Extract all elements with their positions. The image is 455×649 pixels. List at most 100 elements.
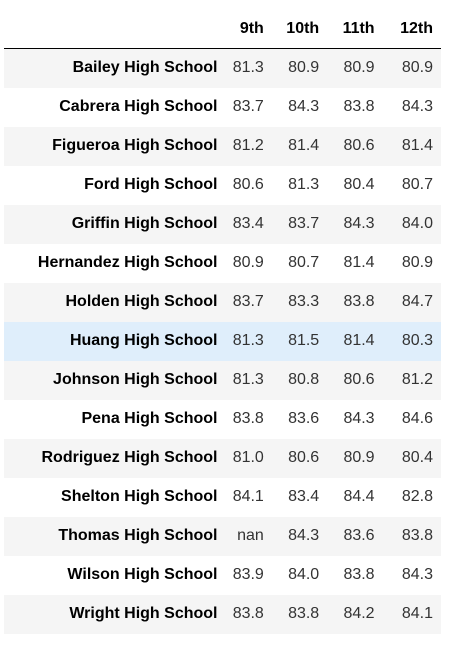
table-cell: 83.3 bbox=[288, 293, 320, 310]
header-row: 9th 10th 11th 12th bbox=[4, 10, 441, 49]
table-cell: nan bbox=[237, 527, 264, 544]
table-cell: 82.8 bbox=[401, 488, 433, 505]
table-cell: 83.8 bbox=[401, 527, 433, 544]
row-index-label: Wright High School bbox=[69, 605, 218, 622]
table-row: Rodriguez High School 81.0 80.6 80.9 80.4 bbox=[4, 438, 441, 478]
table-cell: 80.9 bbox=[232, 254, 264, 271]
table-cell: 83.7 bbox=[288, 215, 320, 232]
table-cell: 83.8 bbox=[343, 566, 375, 583]
table-cell: 83.7 bbox=[232, 293, 264, 310]
table-cell: 80.8 bbox=[288, 371, 320, 388]
table-row: Hernandez High School 80.9 80.7 81.4 80.9 bbox=[4, 243, 441, 283]
table-row: Pena High School 83.8 83.6 84.3 84.6 bbox=[4, 399, 441, 439]
table-cell: 84.3 bbox=[288, 98, 320, 115]
table-cell: 84.3 bbox=[343, 410, 375, 427]
table-cell: 80.6 bbox=[343, 137, 375, 154]
table-cell: 84.6 bbox=[401, 410, 433, 427]
table-cell: 81.4 bbox=[288, 137, 320, 154]
table-cell: 80.6 bbox=[232, 176, 264, 193]
table-cell: 84.0 bbox=[288, 566, 320, 583]
table-row: Shelton High School 84.1 83.4 84.4 82.8 bbox=[4, 477, 441, 517]
table-cell: 83.8 bbox=[343, 293, 375, 310]
table-cell: 83.4 bbox=[288, 488, 320, 505]
column-header: 11th bbox=[327, 10, 383, 49]
row-index-label: Thomas High School bbox=[58, 527, 218, 544]
table-row: Ford High School 80.6 81.3 80.4 80.7 bbox=[4, 165, 441, 205]
row-index-label: Pena High School bbox=[81, 410, 218, 427]
row-index-label: Rodriguez High School bbox=[41, 449, 218, 466]
table-cell: 83.4 bbox=[232, 215, 264, 232]
table-cell: 83.8 bbox=[232, 410, 264, 427]
table-row: Bailey High School 81.3 80.9 80.9 80.9 bbox=[4, 48, 441, 88]
table-cell: 83.8 bbox=[232, 605, 264, 622]
table-row: Figueroa High School 81.2 81.4 80.6 81.4 bbox=[4, 126, 441, 166]
table-cell: 80.4 bbox=[401, 449, 433, 466]
table-cell: 80.9 bbox=[343, 59, 375, 77]
column-header: 12th bbox=[382, 10, 441, 49]
table-cell: 81.4 bbox=[401, 137, 433, 154]
row-index-label: Cabrera High School bbox=[59, 98, 218, 115]
row-index-label: Johnson High School bbox=[53, 371, 218, 388]
table-cell: 81.0 bbox=[232, 449, 264, 466]
table-cell: 84.3 bbox=[343, 215, 375, 232]
table-body: Bailey High School 81.3 80.9 80.9 80.9 Cabrer… bbox=[4, 48, 441, 634]
row-index-label: Bailey High School bbox=[72, 59, 218, 77]
table-cell: 81.4 bbox=[343, 332, 375, 349]
table-cell: 80.7 bbox=[401, 176, 433, 193]
table-cell: 81.3 bbox=[232, 59, 264, 77]
table-row: Huang High School 81.3 81.5 81.4 80.3 bbox=[4, 321, 441, 361]
table-row: Johnson High School 81.3 80.8 80.6 81.2 bbox=[4, 360, 441, 400]
row-index-label: Huang High School bbox=[69, 332, 218, 349]
row-index-label: Figueroa High School bbox=[52, 137, 218, 154]
dataframe-table: 9th 10th 11th 12th Bailey High School 81.… bbox=[4, 10, 441, 634]
table-row: Cabrera High School 83.7 84.3 83.8 84.3 bbox=[4, 87, 441, 127]
table-cell: 83.6 bbox=[288, 410, 320, 427]
table-row: Wilson High School 83.9 84.0 83.8 84.3 bbox=[4, 555, 441, 595]
table-row: Griffin High School 83.4 83.7 84.3 84.0 bbox=[4, 204, 441, 244]
row-index-label: Ford High School bbox=[84, 176, 218, 193]
table-cell: 81.3 bbox=[232, 371, 264, 388]
table-cell: 81.2 bbox=[232, 137, 264, 154]
table-cell: 84.7 bbox=[401, 293, 433, 310]
table-cell: 83.6 bbox=[343, 527, 375, 544]
table-cell: 80.4 bbox=[343, 176, 375, 193]
table-cell: 81.3 bbox=[232, 332, 264, 349]
table-cell: 80.7 bbox=[288, 254, 320, 271]
row-index-label: Hernandez High School bbox=[37, 254, 218, 271]
table-cell: 84.4 bbox=[343, 488, 375, 505]
table-cell: 84.0 bbox=[401, 215, 433, 232]
table-cell: 81.4 bbox=[343, 254, 375, 271]
table-cell: 83.8 bbox=[288, 605, 320, 622]
table-cell: 80.9 bbox=[401, 254, 433, 271]
column-header: 10th bbox=[271, 10, 328, 49]
table-cell: 83.7 bbox=[232, 98, 264, 115]
table-cell: 80.9 bbox=[288, 59, 320, 77]
row-index-label: Holden High School bbox=[65, 293, 218, 310]
table-cell: 83.8 bbox=[343, 98, 375, 115]
table-cell: 84.1 bbox=[232, 488, 264, 505]
table-header: 9th 10th 11th 12th bbox=[4, 10, 441, 49]
table-row: Wright High School 83.8 83.8 84.2 84.1 bbox=[4, 594, 441, 634]
table-cell: 80.9 bbox=[401, 59, 433, 77]
table-cell: 80.6 bbox=[288, 449, 320, 466]
table-cell: 84.3 bbox=[401, 98, 433, 115]
table-row: Holden High School 83.7 83.3 83.8 84.7 bbox=[4, 282, 441, 322]
table-row: Thomas High School nan 84.3 83.6 83.8 bbox=[4, 516, 441, 556]
table-cell: 84.2 bbox=[343, 605, 375, 622]
table-cell: 81.5 bbox=[288, 332, 320, 349]
row-index-label: Shelton High School bbox=[61, 488, 218, 505]
index-header bbox=[4, 10, 222, 49]
row-index-label: Griffin High School bbox=[71, 215, 218, 232]
table-cell: 81.3 bbox=[288, 176, 320, 193]
table-cell: 80.6 bbox=[343, 371, 375, 388]
table-cell: 84.3 bbox=[401, 566, 433, 583]
table-cell: 84.3 bbox=[288, 527, 320, 544]
table-cell: 81.2 bbox=[401, 371, 433, 388]
table-cell: 83.9 bbox=[232, 566, 264, 583]
column-header: 9th bbox=[221, 10, 272, 49]
row-index-label: Wilson High School bbox=[67, 566, 218, 583]
table-cell: 84.1 bbox=[401, 605, 433, 622]
table-cell: 80.3 bbox=[401, 332, 433, 349]
table-cell: 80.9 bbox=[343, 449, 375, 466]
